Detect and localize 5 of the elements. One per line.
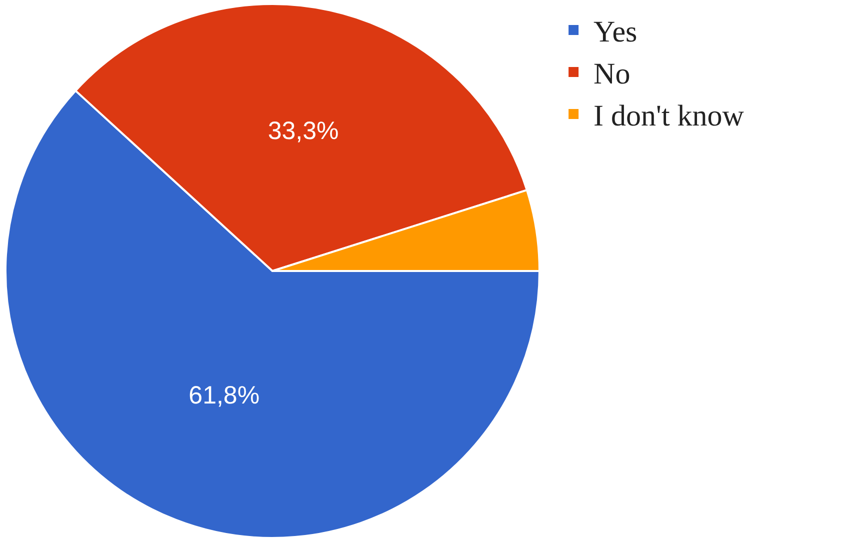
legend-label: I don't know [594,100,744,133]
legend-label: No [594,58,630,91]
data-label: 61,8% [188,381,260,410]
data-label: 33,3% [268,117,339,146]
legend-label: Yes [594,16,638,49]
